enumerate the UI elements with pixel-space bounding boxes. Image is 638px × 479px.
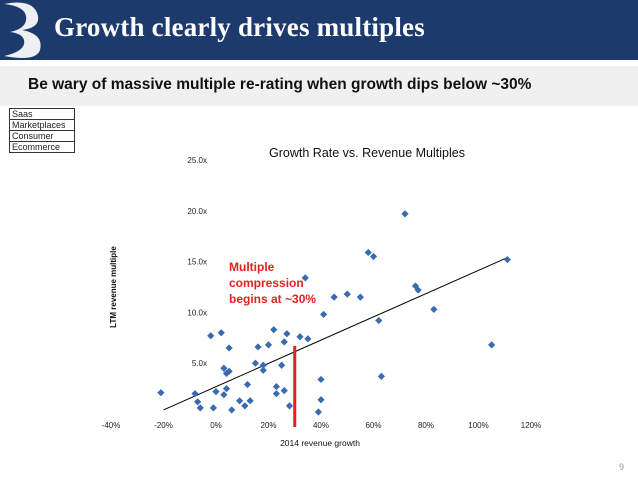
logo <box>4 2 41 58</box>
data-point <box>430 305 438 313</box>
data-point <box>272 382 280 391</box>
y-axis-label: LTM revenue multiple <box>109 246 118 328</box>
data-point <box>270 326 278 334</box>
header-bar: Growth clearly drives multiples <box>0 0 638 60</box>
data-point <box>225 344 233 352</box>
data-point <box>503 255 511 264</box>
data-point <box>157 389 165 397</box>
data-point <box>259 366 267 374</box>
data-point <box>330 293 338 301</box>
data-point <box>220 364 228 372</box>
data-point <box>243 380 252 389</box>
x-tick-label: 40% <box>313 421 329 430</box>
data-point <box>314 408 322 416</box>
data-point <box>225 367 233 375</box>
data-point <box>259 361 267 369</box>
x-tick-label: 0% <box>210 421 222 430</box>
x-tick-label: 100% <box>468 421 488 430</box>
data-point <box>212 388 220 396</box>
page-number: 9 <box>618 462 624 472</box>
x-tick-label: 60% <box>365 421 381 430</box>
data-point <box>207 332 215 340</box>
annotation-line-2: compression <box>229 276 304 290</box>
annotation-line-3: begins at ~30% <box>229 292 316 306</box>
data-point <box>488 341 496 349</box>
subheader-text: Be wary of massive multiple re-rating wh… <box>28 76 532 93</box>
data-point <box>196 404 204 412</box>
data-point <box>251 359 259 367</box>
y-tick-label: 15.0x <box>187 258 207 267</box>
subheader-banner: Be wary of massive multiple re-rating wh… <box>0 66 638 106</box>
page-title: Growth clearly drives multiples <box>54 12 425 42</box>
data-point <box>278 361 286 369</box>
legend-item-marketplaces: Marketplaces <box>10 120 74 131</box>
data-point <box>317 375 325 384</box>
x-axis-label: 2014 revenue growth <box>280 438 360 448</box>
data-point <box>285 402 294 410</box>
data-point <box>301 274 309 282</box>
data-point <box>254 343 262 351</box>
trendline <box>163 257 508 411</box>
data-point <box>320 310 328 319</box>
data-point <box>209 404 217 412</box>
data-point <box>375 316 383 325</box>
data-point <box>401 210 409 218</box>
annotation-line-1: Multiple <box>229 260 275 274</box>
data-point <box>217 329 225 337</box>
data-point <box>317 396 325 404</box>
data-point <box>296 333 304 341</box>
data-point <box>264 341 273 349</box>
data-point <box>283 330 291 338</box>
x-tick-label: 20% <box>260 421 276 430</box>
x-tick-label: -20% <box>154 421 173 430</box>
data-point <box>222 385 231 393</box>
data-point <box>236 397 244 405</box>
data-point <box>191 390 199 398</box>
data-point <box>364 248 372 257</box>
data-point <box>414 286 422 294</box>
y-tick-label: 20.0x <box>187 207 207 216</box>
y-tick-label: 10.0x <box>187 308 207 317</box>
data-point <box>228 406 236 414</box>
y-tick-label: 5.0x <box>192 359 207 368</box>
data-point <box>304 335 312 343</box>
legend-item-saas: Saas <box>10 109 74 120</box>
data-point <box>241 402 249 410</box>
category-legend: Saas Marketplaces Consumer Ecommerce <box>9 108 75 153</box>
data-point <box>272 390 280 398</box>
data-point <box>220 391 228 399</box>
x-tick-label: 120% <box>521 421 541 430</box>
data-point <box>246 397 254 405</box>
data-point <box>377 372 385 381</box>
chart-title: Growth Rate vs. Revenue Multiples <box>269 146 465 160</box>
data-point <box>194 398 202 406</box>
data-point <box>280 387 288 395</box>
legend-item-consumer: Consumer <box>10 131 74 142</box>
data-point <box>356 293 364 301</box>
x-tick-label: 80% <box>418 421 434 430</box>
x-tick-label: -40% <box>102 421 121 430</box>
y-tick-label: 25.0x <box>187 156 207 165</box>
legend-item-ecommerce: Ecommerce <box>12 142 61 152</box>
data-point <box>343 290 351 298</box>
data-point <box>280 338 288 346</box>
data-point <box>369 252 378 261</box>
